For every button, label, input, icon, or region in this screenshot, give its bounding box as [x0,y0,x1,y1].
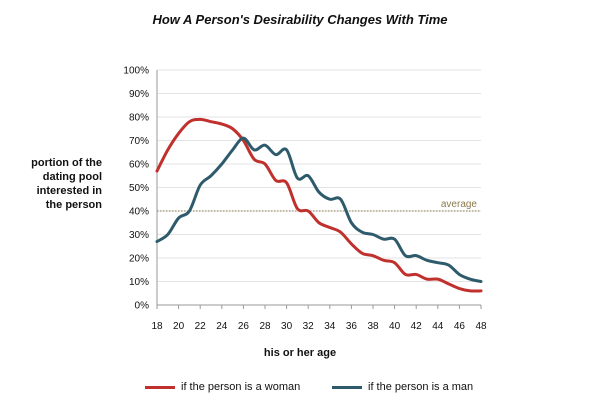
legend: if the person is a woman if the person i… [0,381,600,397]
y-tick-label: 40% [129,207,149,218]
legend-swatch-woman [145,385,175,389]
y-axis-label: portion of the dating pool interested in… [10,156,102,212]
x-axis-label: his or her age [263,347,337,359]
y-tick-label: 30% [129,230,149,241]
series-line-man [155,136,483,283]
y-axis-label-line: interested in [36,185,102,197]
x-tick-label: 18 [151,321,163,332]
average-label: average [441,199,478,210]
x-tick-label: 24 [216,321,228,332]
x-tick-label: 28 [259,321,271,332]
x-tick-label: 44 [432,321,444,332]
x-tick-label: 26 [238,321,250,332]
x-tick-label: 30 [281,321,293,332]
x-tick-label: 42 [411,321,423,332]
x-tick-label: 48 [475,321,487,332]
y-tick-label: 20% [129,254,149,265]
y-tick-label: 60% [129,160,149,171]
x-tick-label: 34 [324,321,336,332]
chart-title: How A Person's Desirability Changes With… [152,12,448,27]
series-line-woman [155,117,483,293]
x-tick-label: 32 [303,321,315,332]
x-tick-label: 20 [173,321,185,332]
y-tick-label: 100% [123,66,149,77]
x-tick-label: 46 [454,321,466,332]
y-axis-label-line: dating pool [42,171,102,183]
x-tick-label: 40 [389,321,401,332]
x-tick-label: 38 [367,321,379,332]
x-tick-label: 36 [346,321,358,332]
legend-item-woman: if the person is a woman [145,381,300,393]
y-tick-label: 0% [135,301,150,312]
y-tick-label: 50% [129,183,149,194]
y-tick-label: 80% [129,113,149,124]
legend-item-man: if the person is a man [332,381,473,393]
y-axis-label-line: the person [45,199,102,211]
y-tick-label: 10% [129,277,149,288]
legend-swatch-man [332,385,362,389]
y-tick-label: 90% [129,89,149,100]
y-axis-label-line: portion of the [31,157,102,169]
legend-label-man: if the person is a man [368,381,474,393]
x-tick-label: 22 [195,321,207,332]
legend-label-woman: if the person is a woman [181,381,301,393]
y-tick-label: 70% [129,136,149,147]
